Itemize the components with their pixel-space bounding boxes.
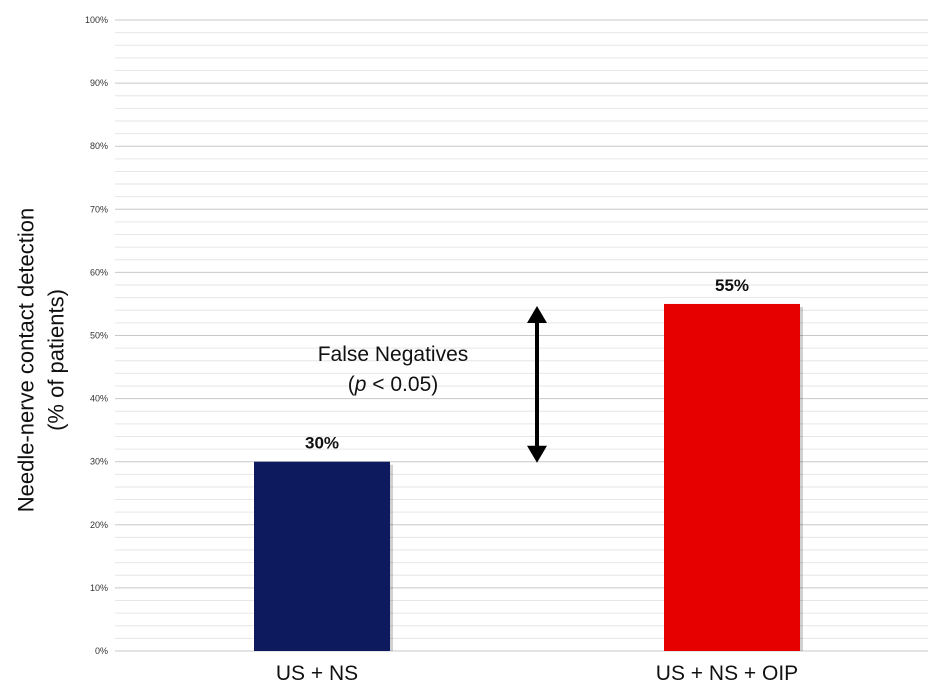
bar-value-labels: 30% 55% [305, 276, 749, 453]
y-axis-label: Needle-nerve contact detection (% of pat… [11, 208, 71, 513]
major-gridlines [115, 19, 928, 652]
y-tick-label: 30% [90, 457, 108, 467]
y-tick-label: 0% [95, 646, 108, 656]
y-tick-label: 100% [85, 15, 108, 25]
y-axis-tick-labels: 0% 10% 20% 30% 40% 50% 60% 70% 80% 90% 100% [85, 15, 108, 656]
annotation-title: False Negatives [317, 343, 469, 366]
y-tick-label: 60% [90, 267, 108, 277]
y-axis-label-line-2: (% of patients) [43, 289, 68, 431]
annotation-pvalue: (p < 0.05) [298, 370, 488, 400]
bars [254, 303, 803, 651]
annotation-p-rest: < 0.05) [366, 373, 439, 396]
y-tick-label: 10% [90, 583, 108, 593]
y-tick-label: 40% [90, 394, 108, 404]
x-axis-category-labels: US + NS US + NS + OIP [276, 662, 798, 685]
y-tick-label: 80% [90, 141, 108, 151]
y-tick-label: 20% [90, 520, 108, 530]
false-negatives-annotation: False Negatives (p < 0.05) [298, 340, 488, 400]
double-arrow [527, 305, 547, 463]
arrow-head-up [527, 305, 547, 323]
bar [254, 461, 390, 651]
y-axis-label-container: Needle-nerve contact detection (% of pat… [8, 160, 74, 560]
arrow-head-down [527, 445, 547, 463]
bar-value-label: 55% [715, 276, 749, 295]
y-axis-label-line-1: Needle-nerve contact detection [13, 207, 38, 513]
annotation-open-paren: ( [347, 373, 355, 396]
y-tick-label: 90% [90, 78, 108, 88]
y-tick-label: 70% [90, 204, 108, 214]
bar-value-label: 30% [305, 434, 339, 453]
x-category-label: US + NS + OIP [656, 662, 798, 685]
bar [664, 303, 800, 651]
y-tick-label: 50% [90, 331, 108, 341]
x-category-label: US + NS [276, 662, 358, 685]
annotation-p-symbol: p [354, 373, 367, 396]
